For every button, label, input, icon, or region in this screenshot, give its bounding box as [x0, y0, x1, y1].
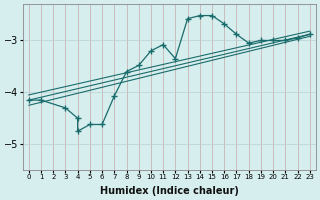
X-axis label: Humidex (Indice chaleur): Humidex (Indice chaleur)	[100, 186, 239, 196]
